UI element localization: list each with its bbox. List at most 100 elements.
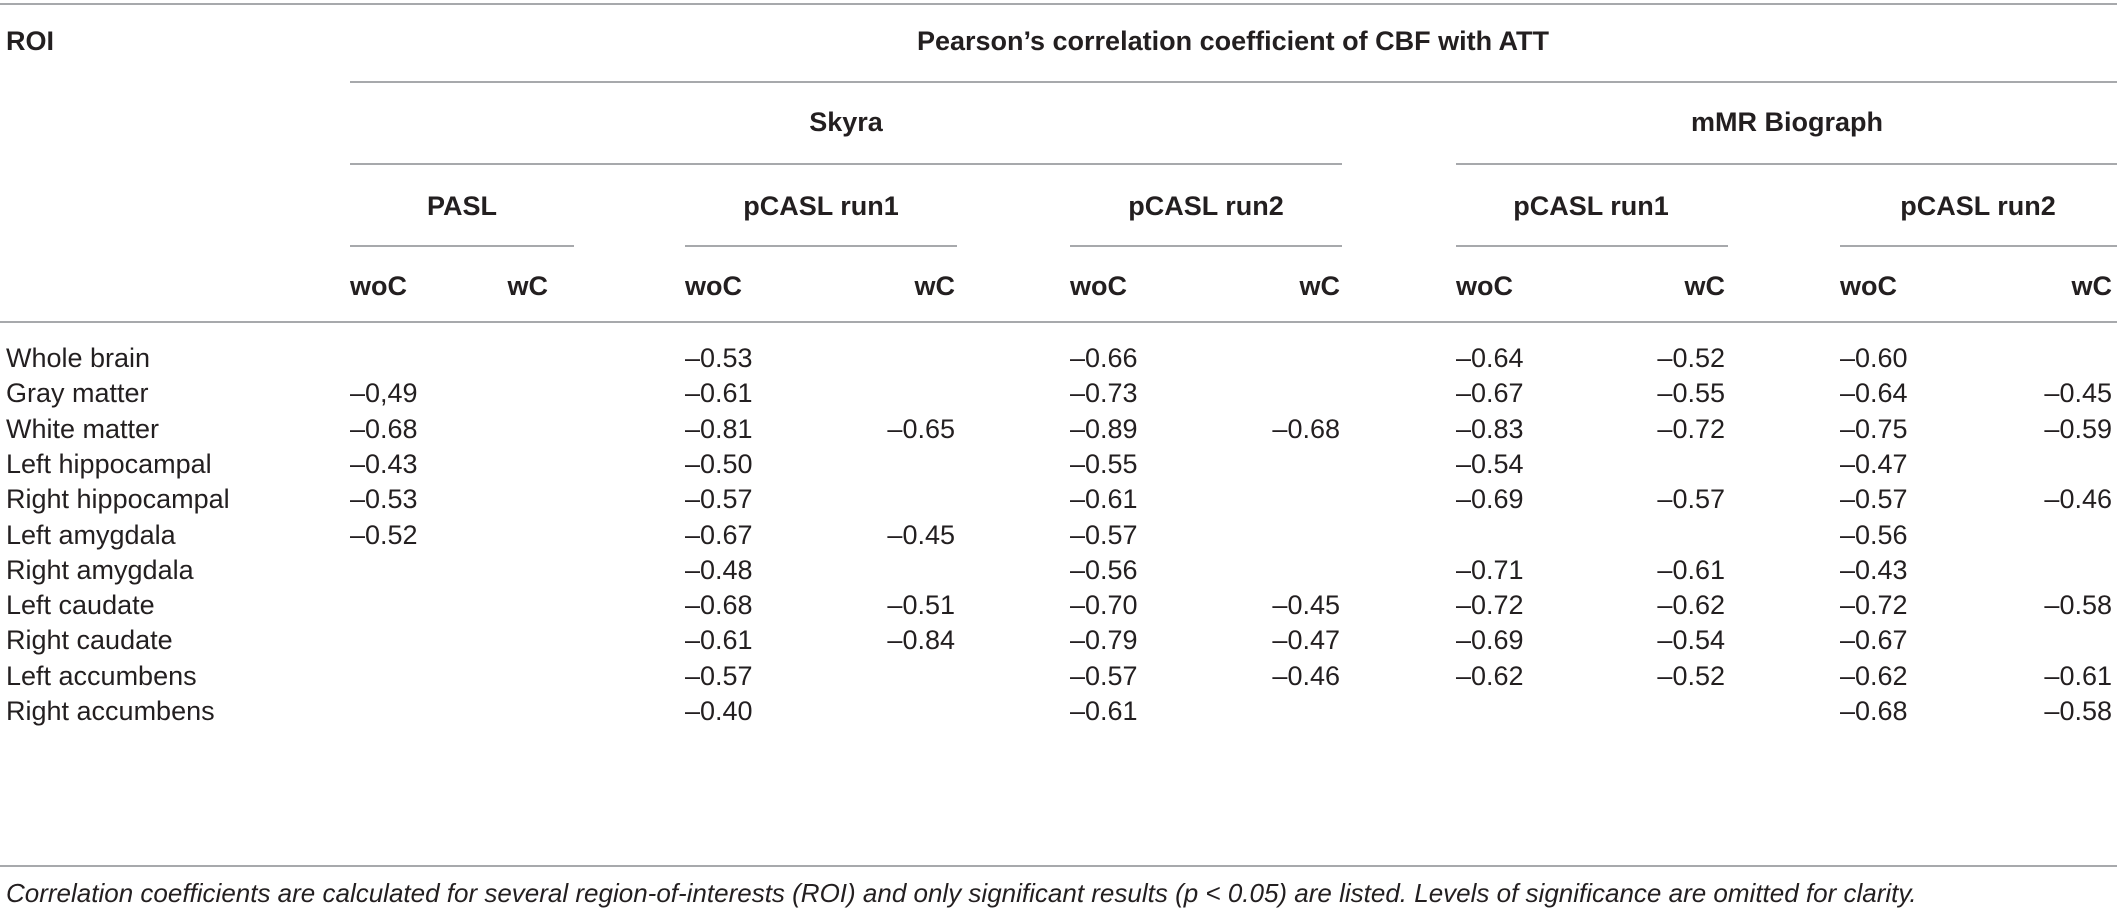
correlation-cell: –0.61	[685, 625, 753, 655]
correlation-cell: –0.81	[685, 414, 753, 444]
correlation-cell: –0.47	[1272, 625, 1340, 655]
column-header-woc: woC	[685, 271, 742, 301]
correlation-cell: –0.57	[1070, 520, 1138, 550]
correlation-cell: –0.62	[1840, 661, 1908, 691]
correlation-cell: –0.56	[1070, 555, 1138, 585]
correlation-cell: –0.65	[887, 414, 955, 444]
column-header-wc: wC	[1299, 271, 1341, 301]
correlation-cell: –0.61	[1657, 555, 1725, 585]
correlation-cell: –0.51	[887, 590, 955, 620]
correlation-cell: –0.54	[1456, 449, 1524, 479]
correlation-cell: –0.66	[1070, 343, 1138, 373]
correlation-cell: –0.60	[1840, 343, 1908, 373]
correlation-cell: –0.53	[685, 343, 753, 373]
main-header: Pearson’s correlation coefficient of CBF…	[916, 26, 1550, 56]
sequence-header-skyra-run1: pCASL run1	[743, 191, 899, 221]
roi-label: Left caudate	[6, 590, 155, 620]
correlation-cell: –0.64	[1840, 378, 1908, 408]
correlation-cell: –0.43	[1840, 555, 1908, 585]
column-header-woc: woC	[350, 271, 407, 301]
top-rule	[0, 3, 2117, 5]
correlation-cell: –0.75	[1840, 414, 1908, 444]
correlation-cell: –0.48	[685, 555, 753, 585]
correlation-cell: –0.62	[1657, 590, 1725, 620]
correlation-cell: –0.57	[1070, 661, 1138, 691]
correlation-cell: –0.61	[1070, 696, 1138, 726]
correlation-cell: –0.67	[1456, 378, 1524, 408]
correlation-cell: –0.67	[1840, 625, 1908, 655]
sequence-header-mmr-run2: pCASL run2	[1900, 191, 2056, 221]
correlation-cell: –0.58	[2044, 696, 2112, 726]
correlation-cell: –0.47	[1840, 449, 1908, 479]
correlation-cell: –0.61	[2044, 661, 2112, 691]
correlation-cell: –0,49	[350, 378, 418, 408]
sequence-header-pasl: PASL	[426, 191, 498, 221]
correlation-cell: –0.57	[1657, 484, 1725, 514]
correlation-cell: –0.79	[1070, 625, 1138, 655]
correlation-cell: –0.57	[685, 661, 753, 691]
correlation-cell: –0.62	[1456, 661, 1524, 691]
mmr-rule	[1456, 163, 2117, 165]
correlation-cell: –0.68	[685, 590, 753, 620]
roi-label: Right amygdala	[6, 555, 194, 585]
correlation-cell: –0.46	[1272, 661, 1340, 691]
roi-label: Whole brain	[6, 343, 151, 373]
roi-label: Right hippocampal	[6, 484, 230, 514]
correlation-cell: –0.68	[350, 414, 418, 444]
scanner-header-skyra: Skyra	[809, 107, 883, 137]
correlation-cell: –0.45	[887, 520, 955, 550]
correlation-cell: –0.68	[1840, 696, 1908, 726]
roi-label: Left amygdala	[6, 520, 176, 550]
roi-label: White matter	[6, 414, 160, 444]
correlation-cell: –0.53	[350, 484, 418, 514]
correlation-cell: –0.52	[1657, 343, 1725, 373]
correlation-cell: –0.52	[1657, 661, 1725, 691]
correlation-cell: –0.72	[1657, 414, 1725, 444]
column-header-wc: wC	[507, 271, 549, 301]
column-header-wc: wC	[914, 271, 956, 301]
correlation-cell: –0.72	[1456, 590, 1524, 620]
roi-label: Left hippocampal	[6, 449, 212, 479]
roi-label: Gray matter	[6, 378, 149, 408]
skyra-rule	[350, 163, 1342, 165]
correlation-cell: –0.59	[2044, 414, 2112, 444]
column-header-wc: wC	[1684, 271, 1726, 301]
skyra-run1-rule	[685, 245, 957, 247]
correlation-cell: –0.73	[1070, 378, 1138, 408]
roi-label: Right caudate	[6, 625, 173, 655]
mmr-run2-rule	[1840, 245, 2117, 247]
correlation-cell: –0.89	[1070, 414, 1138, 444]
pasl-rule	[350, 245, 574, 247]
scanner-header-mmr: mMR Biograph	[1691, 107, 1883, 137]
correlation-cell: –0.50	[685, 449, 753, 479]
correlation-cell: –0.54	[1657, 625, 1725, 655]
main-header-rule	[350, 81, 2117, 83]
correlation-cell: –0.70	[1070, 590, 1138, 620]
roi-label: Left accumbens	[6, 661, 197, 691]
correlation-cell: –0.56	[1840, 520, 1908, 550]
correlation-cell: –0.71	[1456, 555, 1524, 585]
table-caption: Correlation coefficients are calculated …	[6, 878, 1917, 908]
correlation-cell: –0.45	[1272, 590, 1340, 620]
correlation-cell: –0.72	[1840, 590, 1908, 620]
correlation-cell: –0.45	[2044, 378, 2112, 408]
correlation-cell: –0.43	[350, 449, 418, 479]
correlation-cell: –0.58	[2044, 590, 2112, 620]
column-header-woc: woC	[1840, 271, 1897, 301]
skyra-run2-rule	[1070, 245, 1342, 247]
sequence-header-mmr-run1: pCASL run1	[1513, 191, 1669, 221]
correlation-cell: –0.55	[1070, 449, 1138, 479]
correlation-cell: –0.57	[685, 484, 753, 514]
correlation-cell: –0.61	[685, 378, 753, 408]
correlation-cell: –0.52	[350, 520, 418, 550]
correlation-cell: –0.69	[1456, 484, 1524, 514]
correlation-cell: –0.84	[887, 625, 955, 655]
roi-header: ROI	[6, 26, 55, 56]
sequence-header-skyra-run2: pCASL run2	[1128, 191, 1284, 221]
correlation-cell: –0.83	[1456, 414, 1524, 444]
table-bottom-rule	[0, 865, 2117, 867]
header-bottom-rule	[0, 321, 2117, 323]
correlation-cell: –0.57	[1840, 484, 1908, 514]
mmr-run1-rule	[1456, 245, 1728, 247]
correlation-cell: –0.61	[1070, 484, 1138, 514]
